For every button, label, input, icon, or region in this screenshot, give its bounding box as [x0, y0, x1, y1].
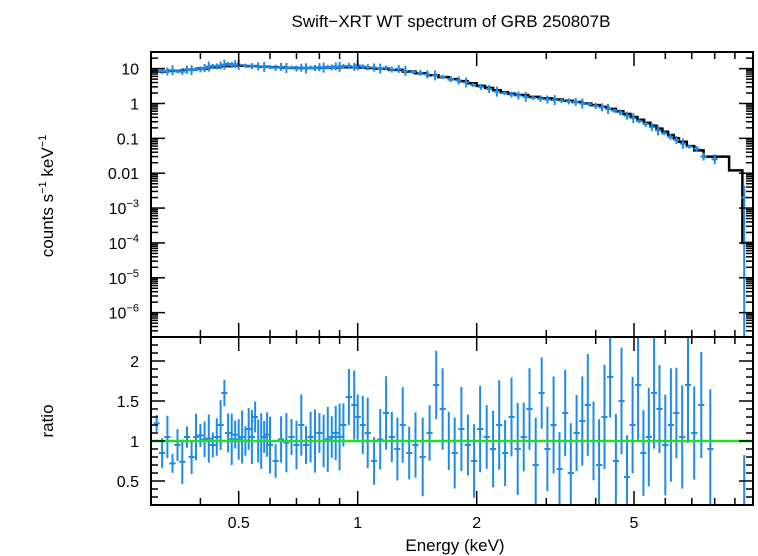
bottom-panel-ticks — [150, 337, 754, 505]
x-axis-label: Energy (keV) — [405, 536, 504, 555]
y-label-base: counts s — [38, 194, 57, 257]
y-label-exp2: −1 — [37, 135, 49, 148]
bottom-y-tick-labels: 0.5 1 1.5 2 — [117, 354, 139, 491]
y-label-mid: keV — [38, 147, 57, 182]
x-tick-label: 2 — [472, 515, 481, 532]
top-y-tick-label: 10−4 — [109, 233, 139, 253]
x-tick-label: 1 — [353, 515, 362, 532]
bottom-y-tick-label: 0.5 — [117, 474, 139, 491]
top-y-tick-label: 10 — [121, 62, 139, 79]
x-tick-labels: 0.5 1 2 5 — [228, 515, 639, 532]
spectrum-data-points — [153, 59, 748, 337]
model-curve — [151, 64, 753, 245]
top-y-tick-labels: 10 1 0.1 0.01 10−3 10−4 10−5 10−6 — [108, 62, 139, 323]
ratio-data-points — [153, 337, 748, 506]
bottom-panel: 0.5 1 1.5 2 0.5 1 2 5 — [117, 336, 754, 532]
top-y-tick-label: 10−6 — [109, 303, 139, 323]
top-y-tick-label: 0.1 — [117, 131, 139, 148]
chart-title: Swift−XRT WT spectrum of GRB 250807B — [292, 12, 611, 31]
x-tick-label: 0.5 — [228, 515, 250, 532]
top-y-tick-label: 1 — [130, 96, 139, 113]
bottom-y-tick-label: 2 — [130, 354, 139, 371]
x-tick-label: 5 — [630, 515, 639, 532]
y-label-exp1: −1 — [37, 181, 49, 194]
top-panel-ticks — [150, 51, 754, 338]
top-y-tick-label: 0.01 — [108, 166, 139, 183]
top-y-tick-label: 10−3 — [109, 198, 139, 218]
model-step-line — [151, 64, 753, 245]
bottom-panel-frame — [150, 336, 754, 506]
top-panel: 10 1 0.1 0.01 10−3 10−4 10−5 10−6 — [108, 51, 754, 338]
bottom-y-tick-label: 1 — [130, 434, 139, 451]
top-y-tick-label: 10−5 — [109, 268, 139, 288]
top-panel-frame — [150, 51, 754, 338]
bottom-y-axis-label: ratio — [38, 404, 57, 437]
bottom-y-tick-label: 1.5 — [117, 394, 139, 411]
top-y-axis-label: counts s−1 keV−1 — [37, 135, 57, 257]
